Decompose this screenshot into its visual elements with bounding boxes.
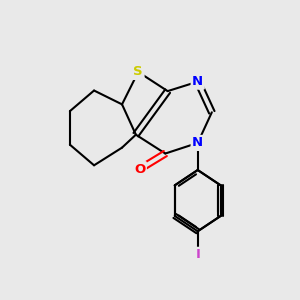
Text: I: I [195,248,200,261]
Text: O: O [134,163,145,176]
Text: S: S [134,65,143,79]
Text: N: N [192,136,203,149]
Text: N: N [192,75,203,88]
